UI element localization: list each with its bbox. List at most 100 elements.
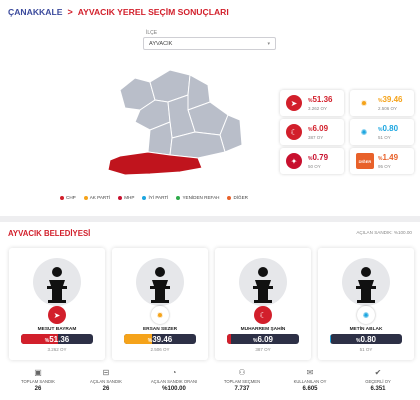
legend-label: AK PARTİ — [89, 195, 111, 200]
legend-label: CHP — [66, 195, 76, 200]
party-result-card[interactable]: ➤ %51.36 3.262 OY — [280, 90, 344, 116]
open-ballot-icon: ⊟ — [102, 368, 110, 377]
candidate-card[interactable]: ✹ ERSAN SEZER %39.46 2.506 OY — [112, 248, 208, 360]
candidate-percentage: %51.36 — [44, 335, 70, 344]
candidate-percentage: %6.09 — [252, 335, 274, 344]
district-results-card: ÇANAKKALE > AYVACIK YEREL SEÇİM SONUÇLAR… — [0, 0, 420, 216]
map-legend: CHP AK PARTİ MHP İYİ PARTİ YENİDEN REFAH DİĞE… — [60, 195, 248, 200]
legend-item: YENİDEN REFAH — [176, 195, 219, 200]
map-region[interactable] — [169, 131, 226, 159]
party-result-card[interactable]: ✹ %39.46 2.506 OY — [350, 90, 414, 116]
party-percentage: %1.49 — [378, 153, 399, 162]
iyi-sun-icon: ✺ — [356, 124, 372, 140]
candidate-podium-icon — [239, 258, 287, 306]
page-heading: AYVACIK YEREL SEÇİM SONUÇLARI — [77, 7, 229, 17]
iyi-sun-icon: ✺ — [357, 306, 375, 324]
stat-value: 6.605 — [302, 386, 318, 392]
party-votes: 2.506 OY — [378, 106, 398, 111]
legend-dot-icon — [142, 195, 147, 200]
party-result-card[interactable]: ✺ %0.80 51 OY — [350, 119, 414, 145]
page-title: ÇANAKKALE > AYVACIK YEREL SEÇİM SONUÇLAR… — [8, 7, 229, 17]
stat-item: ▣ TOPLAM SANDIK 26 — [8, 368, 68, 392]
legend-label: YENİDEN REFAH — [182, 195, 220, 200]
candidate-votes: 3.262 OY — [47, 347, 67, 352]
stat-item: ⚇ TOPLAM SEÇMEN 7.737 — [212, 368, 272, 392]
legend-item: DİĞER — [227, 195, 248, 200]
akp-lightbulb-icon: ✹ — [356, 95, 372, 111]
candidate-vote-bar-fill — [330, 334, 331, 344]
stat-label: TOPLAM SANDIK — [21, 379, 55, 384]
candidate-card[interactable]: ➤ MESUT BAYRAM %51.36 3.262 OY — [9, 248, 105, 360]
party-percentage: %6.09 — [308, 124, 329, 133]
ratio-icon: ◔ — [171, 368, 177, 377]
party-votes: 95 OY — [378, 164, 391, 169]
candidate-vote-bar-fill — [124, 334, 153, 344]
chp-six-arrows-icon: ➤ — [48, 306, 66, 324]
stat-label: AÇILAN SANDIK — [90, 379, 122, 384]
stat-value: %100.00 — [162, 386, 186, 392]
district-select[interactable]: AYVACIK ▾ — [143, 37, 276, 50]
mhp-crescents-icon: ☾ — [254, 306, 272, 324]
legend-label: İYİ PARTİ — [148, 195, 169, 200]
candidate-vote-bar: %6.09 — [227, 334, 299, 344]
stat-value: 26 — [102, 386, 110, 392]
candidate-podium-icon — [136, 258, 184, 306]
stat-value: 26 — [34, 386, 42, 392]
party-result-card[interactable]: DİĞER %1.49 95 OY — [350, 148, 414, 174]
legend-label: MHP — [124, 195, 135, 200]
opened-ballot-rate: AÇILAN SANDIK: %100.00 — [356, 230, 412, 235]
map-region-ayvacik[interactable] — [107, 151, 203, 176]
candidate-card[interactable]: ☾ MUHARREM ŞAHİN %6.09 387 OY — [215, 248, 311, 360]
district-select-label: İLÇE — [146, 30, 158, 36]
party-votes: 3.262 OY — [308, 106, 328, 111]
voters-icon: ⚇ — [238, 368, 246, 377]
district-select-value: AYVACIK — [149, 41, 173, 47]
candidate-podium-icon — [33, 258, 81, 306]
legend-dot-icon — [227, 195, 232, 200]
candidate-vote-bar: %51.36 — [21, 334, 93, 344]
party-result-card[interactable]: ☾ %6.09 387 OY — [280, 119, 344, 145]
legend-item: CHP — [60, 195, 76, 200]
mhp-crescents-icon: ☾ — [286, 124, 302, 140]
district-map — [107, 69, 243, 176]
candidate-votes: 51 OY — [359, 347, 373, 352]
candidate-vote-bar-fill — [227, 334, 232, 344]
party-percentage: %0.79 — [308, 153, 329, 162]
used-votes-icon: ✉ — [306, 368, 314, 377]
akp-lightbulb-icon: ✹ — [151, 306, 169, 324]
candidate-name: ERSAN SEZER — [142, 327, 178, 332]
legend-dot-icon — [118, 195, 123, 200]
legend-item: MHP — [118, 195, 134, 200]
candidate-vote-bar: %39.46 — [124, 334, 196, 344]
candidate-podium-icon — [342, 258, 390, 306]
party-result-card[interactable]: ✦ %0.79 50 OY — [280, 148, 344, 174]
candidate-name: METİN ABLAK — [349, 327, 383, 332]
candidate-card[interactable]: ✺ METİN ABLAK %0.80 51 OY — [318, 248, 414, 360]
legend-label: DİĞER — [233, 195, 249, 200]
municipality-title: AYVACIK BELEDİYESİ — [8, 229, 91, 238]
stat-label: GEÇERLİ OY — [365, 379, 391, 384]
ballot-box-icon: ▣ — [34, 368, 42, 377]
municipality-results-card: AYVACIK BELEDİYESİ AÇILAN SANDIK: %100.0… — [0, 222, 420, 400]
stat-item: ✉ KULLANILAN OY 6.605 — [280, 368, 340, 392]
breadcrumb-province[interactable]: ÇANAKKALE — [8, 7, 63, 17]
candidate-name: MESUT BAYRAM — [37, 327, 77, 332]
breadcrumb-chevron-icon: > — [67, 7, 73, 17]
candidate-vote-bar-fill — [21, 334, 58, 344]
yrp-emblem-icon: ✦ — [286, 153, 302, 169]
legend-dot-icon — [83, 195, 88, 200]
legend-item: İYİ PARTİ — [142, 195, 168, 200]
other-badge-icon: DİĞER — [356, 153, 374, 169]
party-votes: 387 OY — [308, 135, 324, 140]
party-percentage: %39.46 — [378, 95, 403, 104]
chp-six-arrows-icon: ➤ — [286, 95, 302, 111]
legend-item: AK PARTİ — [83, 195, 111, 200]
party-votes: 51 OY — [378, 135, 391, 140]
stat-label: KULLANILAN OY — [293, 379, 327, 384]
candidate-votes: 387 OY — [255, 347, 271, 352]
stat-label: AÇILAN SANDIK ORANI — [150, 379, 198, 384]
party-votes: 50 OY — [308, 164, 321, 169]
candidate-votes: 2.506 OY — [150, 347, 170, 352]
valid-votes-icon: ✔ — [374, 368, 382, 377]
candidate-percentage: %39.46 — [147, 335, 173, 344]
